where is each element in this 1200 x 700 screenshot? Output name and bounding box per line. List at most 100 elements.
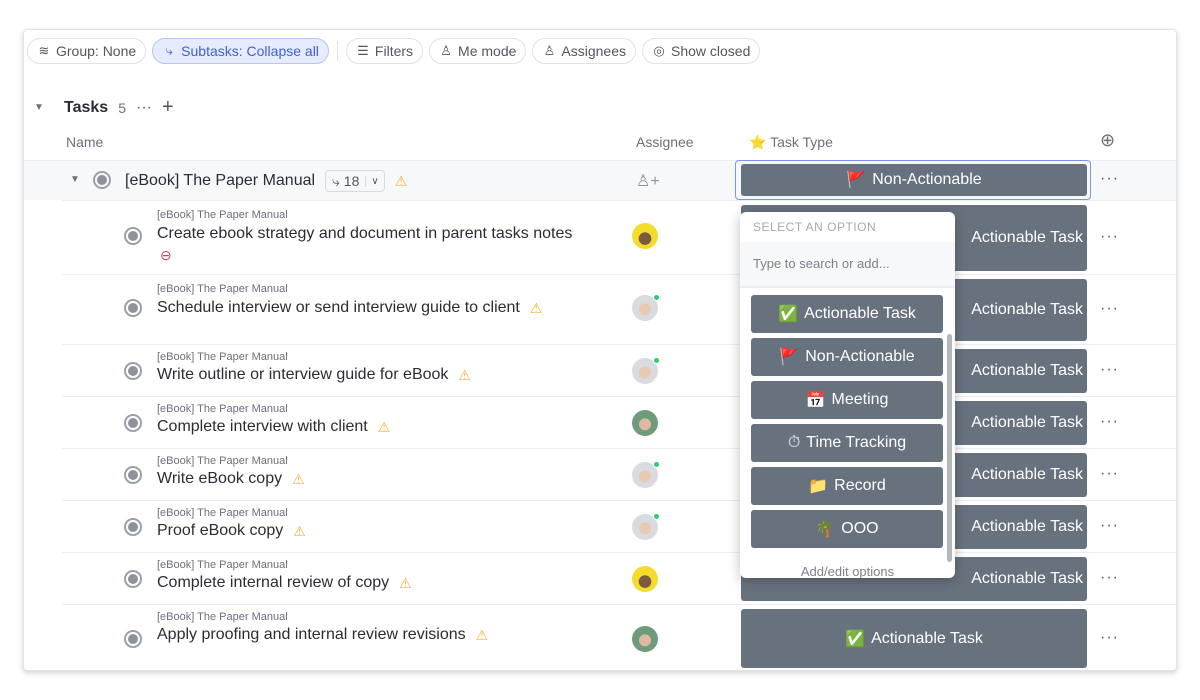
option-search-input[interactable]: Type to search or add... (740, 242, 955, 288)
parent-breadcrumb[interactable]: [eBook] The Paper Manual (157, 351, 288, 363)
assignee-avatar[interactable] (632, 566, 658, 592)
add-icon[interactable]: + (161, 96, 174, 118)
more-icon[interactable]: ··· (1100, 170, 1119, 187)
more-icon[interactable]: ··· (1100, 300, 1119, 317)
label: Assignees (561, 43, 626, 59)
task-name-wrap: Write eBook copy ⚠ (157, 470, 305, 488)
option-meeting[interactable]: 📅 Meeting (751, 381, 943, 419)
filters-button[interactable]: ☰ Filters (345, 38, 424, 64)
online-indicator (653, 461, 660, 468)
assignee-avatar[interactable] (632, 410, 658, 436)
more-icon[interactable]: ··· (1100, 361, 1119, 378)
subtask-row[interactable]: [eBook] The Paper Manual Write outline o… (62, 344, 1176, 396)
subtask-row[interactable]: [eBook] The Paper Manual Write eBook cop… (62, 448, 1176, 500)
subtask-row[interactable]: [eBook] The Paper Manual Apply proofing … (62, 604, 1176, 671)
assignee-avatar[interactable] (632, 357, 660, 384)
warning-icon: ⚠ (529, 299, 543, 316)
status-circle-icon[interactable] (124, 570, 142, 588)
label: Non-Actionable (872, 171, 982, 188)
subtask-count-badge[interactable]: ⤷ 18 ∨ (325, 170, 385, 192)
task-name[interactable]: Complete interview with client (157, 418, 368, 435)
column-name[interactable]: Name (66, 134, 104, 150)
task-name[interactable]: Schedule interview or send interview gui… (157, 299, 520, 316)
search-placeholder: Type to search or add... (753, 256, 890, 271)
parent-breadcrumb[interactable]: [eBook] The Paper Manual (157, 455, 288, 467)
task-type-cell-focused[interactable] (735, 160, 1091, 200)
status-circle-icon[interactable] (124, 362, 142, 380)
task-type-tag[interactable]: ✅ Actionable Task (741, 609, 1087, 668)
status-circle-icon[interactable] (93, 171, 111, 189)
option-record[interactable]: 📁 Record (751, 467, 943, 505)
option-non-actionable[interactable]: 🚩 Non-Actionable (751, 338, 943, 376)
parent-breadcrumb[interactable]: [eBook] The Paper Manual (157, 507, 288, 519)
collapse-caret-icon[interactable]: ▼ (34, 102, 44, 113)
parent-task-row[interactable]: ▼ [eBook] The Paper Manual ⤷ 18 ∨ ⚠ ♙+ 🚩 N… (24, 160, 1176, 200)
group-by-button[interactable]: ≋ Group: None (27, 38, 147, 64)
task-name[interactable]: Write outline or interview guide for eBo… (157, 366, 449, 383)
task-name[interactable]: Create ebook strategy and document in pa… (157, 225, 573, 242)
task-name[interactable]: Write eBook copy (157, 470, 283, 487)
more-icon[interactable]: ··· (1100, 465, 1119, 482)
folder-icon: 📁 (808, 478, 829, 495)
show-closed-button[interactable]: ◎ Show closed (642, 38, 761, 64)
subtasks-button[interactable]: ⤷ Subtasks: Collapse all (152, 38, 329, 64)
more-icon[interactable]: ··· (1100, 228, 1119, 245)
add-column-icon[interactable]: ⊕ (1100, 130, 1116, 150)
task-type-tag[interactable]: 🚩 Non-Actionable (741, 164, 1087, 196)
label: Actionable Task (971, 301, 1083, 318)
subtask-row[interactable]: [eBook] The Paper Manual Create ebook st… (62, 200, 1176, 274)
task-name-wrap: Proof eBook copy ⚠ (157, 522, 306, 540)
task-list-view: ≋ Group: None ⤷ Subtasks: Collapse all ☰ Fi… (23, 29, 1177, 671)
column-task-type[interactable]: ⭐ Task Type (749, 134, 833, 151)
task-name[interactable]: [eBook] The Paper Manual (125, 172, 316, 189)
option-label: OOO (841, 520, 879, 537)
status-circle-icon[interactable] (124, 629, 142, 648)
parent-breadcrumb[interactable]: [eBook] The Paper Manual (157, 403, 288, 415)
task-name-wrap: Write outline or interview guide for eBo… (157, 366, 471, 384)
status-circle-icon[interactable] (124, 227, 142, 245)
assignee-avatar[interactable] (632, 294, 660, 321)
subtask-row[interactable]: [eBook] The Paper Manual Proof eBook cop… (62, 500, 1176, 552)
status-circle-icon[interactable] (124, 299, 142, 317)
me-mode-button[interactable]: ♙ Me mode (429, 38, 527, 64)
expand-caret-icon[interactable]: ▼ (70, 174, 80, 185)
add-assignee-icon[interactable]: ♙+ (636, 173, 660, 190)
dropdown-footer: Add/edit options (740, 564, 955, 578)
more-icon[interactable]: ··· (1100, 628, 1119, 646)
palm-tree-icon: 🌴 (815, 521, 836, 538)
subtask-row[interactable]: [eBook] The Paper Manual Schedule interv… (62, 274, 1176, 344)
status-circle-icon[interactable] (124, 466, 142, 484)
assignees-button[interactable]: ♙ Assignees (532, 38, 636, 64)
column-assignee[interactable]: Assignee (636, 134, 694, 150)
more-icon[interactable]: ··· (1100, 569, 1119, 586)
parent-breadcrumb[interactable]: [eBook] The Paper Manual (157, 209, 288, 221)
add-edit-options-link[interactable]: Add/edit options (800, 564, 895, 578)
task-name-wrap: Schedule interview or send interview gui… (157, 299, 542, 317)
task-name-wrap: Apply proofing and internal review revis… (157, 626, 488, 644)
chevron-down-icon[interactable]: ∨ (365, 175, 383, 187)
more-icon[interactable]: ··· (1100, 413, 1119, 430)
online-indicator (653, 513, 660, 520)
parent-breadcrumb[interactable]: [eBook] The Paper Manual (157, 559, 288, 571)
task-name[interactable]: Proof eBook copy (157, 522, 284, 539)
status-circle-icon[interactable] (124, 414, 142, 432)
more-icon[interactable]: ··· (135, 98, 152, 116)
assignee-avatar[interactable] (632, 461, 660, 488)
parent-breadcrumb[interactable]: [eBook] The Paper Manual (157, 283, 288, 295)
option-time-tracking[interactable]: ⏱ Time Tracking (751, 424, 943, 462)
parent-breadcrumb[interactable]: [eBook] The Paper Manual (157, 611, 288, 623)
assignee-avatar[interactable] (632, 513, 660, 540)
subtask-row[interactable]: [eBook] The Paper Manual Complete interv… (62, 396, 1176, 448)
option-ooo[interactable]: 🌴 OOO (751, 510, 943, 548)
assignee-avatar[interactable] (632, 223, 658, 249)
scrollbar[interactable] (947, 334, 952, 562)
users-icon: ♙ (543, 43, 556, 58)
more-icon[interactable]: ··· (1100, 517, 1119, 534)
assignee-avatar[interactable] (632, 625, 658, 652)
task-name[interactable]: Apply proofing and internal review revis… (157, 626, 466, 643)
task-name[interactable]: Complete internal review of copy (157, 574, 390, 591)
subtask-row[interactable]: [eBook] The Paper Manual Complete intern… (62, 552, 1176, 604)
status-circle-icon[interactable] (124, 518, 142, 536)
layers-icon: ≋ (38, 43, 50, 58)
option-actionable-task[interactable]: ✅ Actionable Task (751, 295, 943, 333)
